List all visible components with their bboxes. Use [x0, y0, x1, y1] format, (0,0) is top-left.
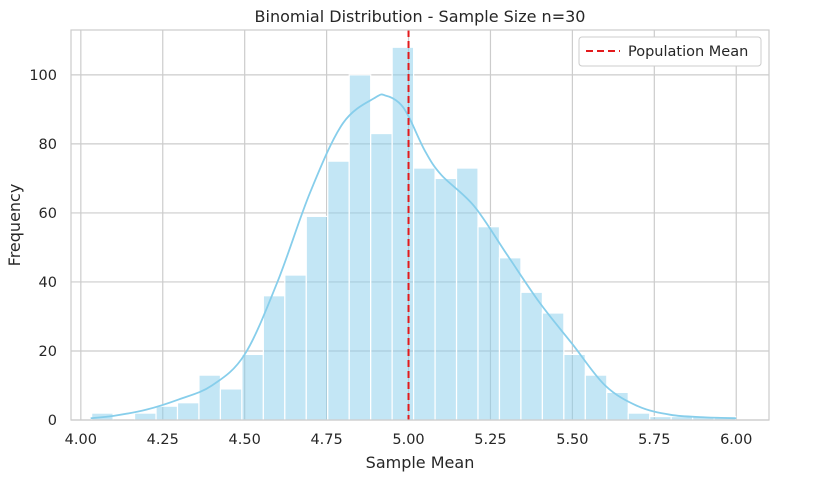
histogram-bar — [477, 226, 501, 421]
x-axis-ticks: 4.00 4.25 4.50 4.75 5.00 5.25 5.50 5.75 6.00 — [65, 432, 753, 448]
y-tick-label: 80 — [39, 137, 57, 153]
x-tick-label: 4.00 — [65, 432, 97, 448]
chart-title: Binomial Distribution - Sample Size n=30 — [255, 7, 586, 26]
y-tick-label: 100 — [29, 68, 57, 84]
x-axis-title: Sample Mean — [366, 453, 475, 472]
x-tick-label: 5.00 — [392, 432, 424, 448]
legend-box — [578, 36, 762, 67]
histogram-bar — [219, 388, 243, 421]
x-tick-label: 5.75 — [638, 432, 670, 448]
histogram-bar — [606, 391, 629, 421]
legend-label-population-mean: Population Mean — [628, 44, 748, 60]
x-tick-label: 5.50 — [556, 432, 588, 448]
histogram-bar — [434, 177, 458, 421]
histogram-bar — [348, 74, 372, 421]
histogram-bar — [563, 353, 586, 421]
histogram-bar — [241, 353, 264, 421]
x-tick-label: 4.75 — [310, 432, 342, 448]
histogram-bar — [305, 215, 329, 421]
x-tick-label: 5.25 — [474, 432, 506, 448]
histogram-bar — [391, 46, 415, 421]
y-tick-label: 0 — [48, 413, 57, 429]
y-axis-ticks: 0 20 40 60 80 100 — [29, 68, 57, 429]
x-tick-label: 6.00 — [720, 432, 752, 448]
histogram-bar — [370, 132, 393, 421]
kde-curve — [90, 93, 737, 420]
x-tick-label: 4.25 — [147, 432, 179, 448]
y-tick-label: 20 — [39, 344, 57, 360]
histogram-bar — [327, 160, 350, 421]
histogram-bar — [133, 412, 157, 421]
histogram-bar — [155, 405, 179, 421]
y-tick-label: 40 — [39, 275, 57, 291]
plot-border — [70, 29, 770, 421]
histogram-bar — [284, 274, 307, 421]
y-axis-title: Frequency — [5, 184, 24, 267]
histogram-bar — [413, 167, 436, 421]
x-tick-label: 4.50 — [229, 432, 261, 448]
legend: Population Mean — [578, 36, 762, 67]
histogram-bar — [520, 291, 543, 421]
histogram-bar — [498, 257, 522, 421]
y-tick-label: 60 — [39, 206, 57, 222]
histogram-bar — [627, 412, 651, 421]
histogram-bar — [584, 374, 608, 421]
histogram-bar — [262, 295, 286, 421]
histogram-bars — [91, 46, 737, 421]
histogram-bar — [176, 402, 200, 421]
